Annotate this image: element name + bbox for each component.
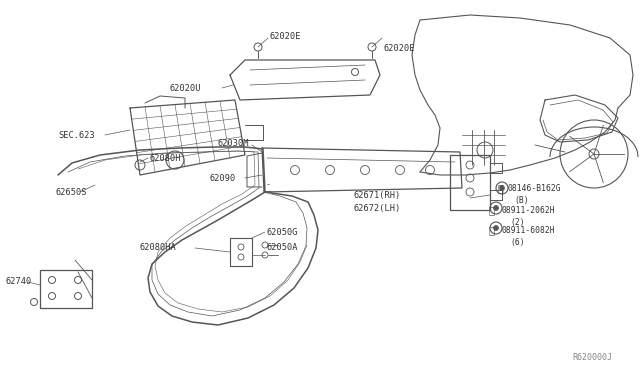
Text: 08911-2062H: 08911-2062H [502, 205, 556, 215]
Text: 62080HA: 62080HA [140, 244, 177, 253]
Text: Ⓝ: Ⓝ [489, 205, 495, 215]
Text: 62050G: 62050G [267, 228, 298, 237]
Text: 62671(RH): 62671(RH) [354, 190, 401, 199]
Text: 62020U: 62020U [170, 83, 202, 93]
Text: 08146-B162G: 08146-B162G [508, 183, 562, 192]
Text: 62740: 62740 [5, 278, 31, 286]
Text: R620000J: R620000J [572, 353, 612, 362]
Circle shape [493, 205, 499, 211]
Text: (B): (B) [514, 196, 529, 205]
Text: 62090: 62090 [210, 173, 236, 183]
Circle shape [493, 225, 499, 231]
Text: Ⓑ: Ⓑ [498, 183, 504, 193]
Text: 62050A: 62050A [267, 244, 298, 253]
Text: (6): (6) [510, 237, 525, 247]
Circle shape [499, 186, 504, 190]
Text: 08911-6082H: 08911-6082H [502, 225, 556, 234]
Text: 62020E: 62020E [384, 44, 415, 52]
Text: SEC.623: SEC.623 [58, 131, 95, 140]
Text: (2): (2) [510, 218, 525, 227]
Text: 62020E: 62020E [270, 32, 301, 41]
Text: Ⓝ: Ⓝ [489, 225, 495, 235]
Text: 62672(LH): 62672(LH) [354, 203, 401, 212]
Text: 62650S: 62650S [55, 187, 86, 196]
Text: 62080H: 62080H [150, 154, 182, 163]
Text: 62030M: 62030M [218, 138, 250, 148]
